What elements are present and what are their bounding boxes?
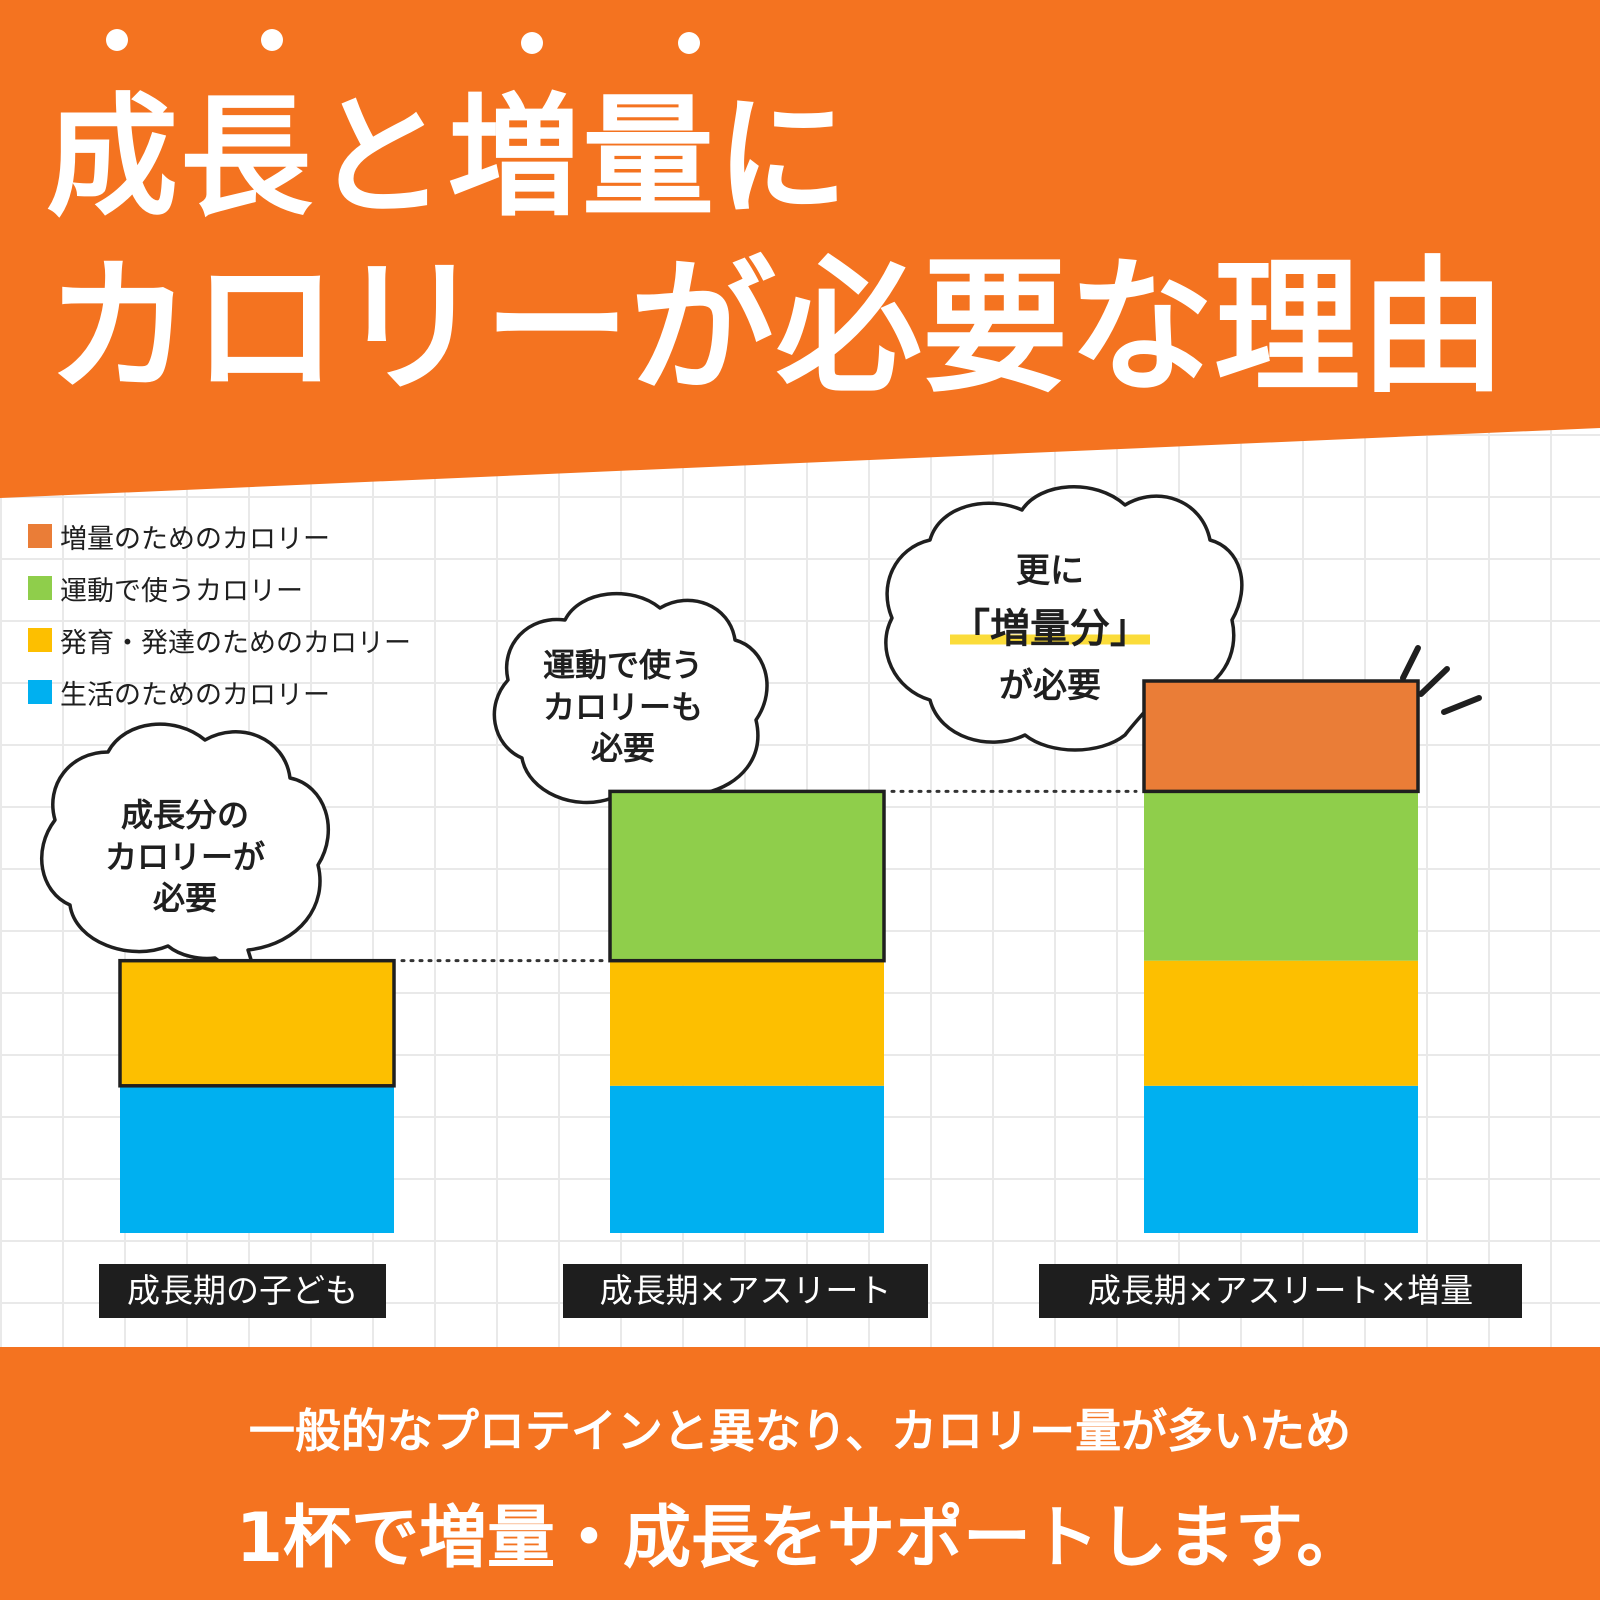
legend-label: 増量のためのカロリー bbox=[60, 523, 330, 555]
emphasis-stroke bbox=[1418, 666, 1450, 697]
category-label: 成長期の子ども bbox=[99, 1264, 386, 1318]
header-banner bbox=[0, 0, 1600, 498]
decor-dot bbox=[261, 29, 283, 51]
emphasis-stroke bbox=[1441, 695, 1482, 715]
legend-item: 生活のためのカロリー bbox=[28, 666, 411, 718]
decor-dot bbox=[106, 29, 128, 51]
speech-bubble bbox=[40, 722, 331, 997]
page-title-line2: カロリーが必要な理由 bbox=[46, 243, 1506, 413]
decor-dot bbox=[521, 32, 543, 54]
bar-segment bbox=[1144, 791, 1418, 961]
bubble-line: カロリーも bbox=[542, 687, 703, 726]
footer-text-line1: 一般的なプロテインと異なり、カロリー量が多いため bbox=[248, 1404, 1352, 1458]
bar-segment bbox=[610, 960, 884, 1086]
bubble-line: 必要 bbox=[152, 879, 217, 918]
bubble-text: 成長分の カロリーが 必要 bbox=[80, 795, 290, 920]
bubble-line: 運動で使う bbox=[542, 646, 703, 684]
legend-item: 発育・発達のためのカロリー bbox=[28, 614, 411, 666]
legend-swatch-yellow bbox=[28, 628, 52, 652]
highlighted-text: 「増量分」 bbox=[950, 605, 1150, 652]
legend-label: 運動で使うカロリー bbox=[60, 575, 303, 607]
footer-text-line2: 1杯で増量・成長をサポートします。 bbox=[235, 1499, 1365, 1578]
category-label: 成長期×アスリート bbox=[563, 1264, 928, 1318]
legend-label: 発育・発達のためのカロリー bbox=[60, 627, 411, 659]
bar-segment bbox=[1142, 679, 1420, 794]
legend-swatch-orange bbox=[28, 524, 52, 548]
speech-bubble bbox=[492, 591, 769, 830]
chart-legend: 増量のためのカロリー 運動で使うカロリー 発育・発達のためのカロリー 生活のため… bbox=[28, 510, 411, 718]
bar-segment bbox=[1144, 1085, 1418, 1233]
bar-segment bbox=[1144, 960, 1418, 1086]
footer-banner bbox=[0, 1347, 1600, 1600]
bar-segment bbox=[610, 1085, 884, 1233]
bar-segment bbox=[608, 789, 886, 963]
bubble-line: が必要 bbox=[999, 665, 1101, 706]
bubble-line: 更に bbox=[1016, 551, 1084, 591]
bubble-line: 「増量分」 bbox=[900, 598, 1200, 660]
bubble-line: 必要 bbox=[590, 729, 655, 768]
emphasis-stroke bbox=[1400, 645, 1421, 681]
legend-label: 生活のためのカロリー bbox=[60, 679, 330, 711]
page-title-line1: 成長と増量に bbox=[46, 81, 850, 235]
legend-swatch-green bbox=[28, 576, 52, 600]
bubble-text: 運動で使う カロリーも 必要 bbox=[508, 645, 738, 770]
bubble-line: カロリーが bbox=[104, 837, 265, 876]
legend-item: 増量のためのカロリー bbox=[28, 510, 411, 562]
bubble-text: 更に 「増量分」 が必要 bbox=[900, 545, 1200, 712]
bubble-line: 成長分の bbox=[120, 796, 249, 834]
decor-dot bbox=[678, 32, 700, 54]
legend-swatch-blue bbox=[28, 680, 52, 704]
category-label: 成長期×アスリート×増量 bbox=[1039, 1264, 1522, 1318]
bar-segment bbox=[120, 1085, 394, 1233]
bar-segment bbox=[118, 958, 396, 1088]
legend-item: 運動で使うカロリー bbox=[28, 562, 411, 614]
